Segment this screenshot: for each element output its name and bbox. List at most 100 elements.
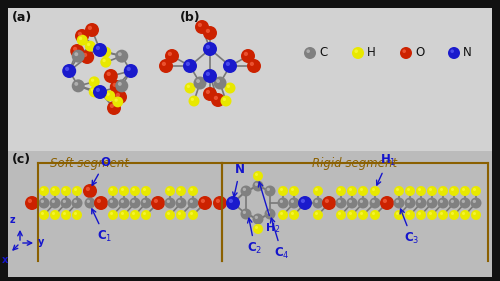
- Circle shape: [360, 188, 363, 191]
- Circle shape: [462, 200, 465, 203]
- Circle shape: [108, 186, 118, 196]
- Circle shape: [104, 90, 116, 101]
- Circle shape: [460, 186, 470, 196]
- Circle shape: [404, 198, 415, 209]
- Text: z: z: [10, 215, 15, 225]
- Circle shape: [216, 199, 220, 203]
- Circle shape: [306, 49, 310, 53]
- Circle shape: [291, 188, 294, 191]
- Circle shape: [347, 210, 357, 220]
- Circle shape: [213, 196, 227, 210]
- Circle shape: [74, 82, 78, 86]
- Circle shape: [74, 52, 78, 56]
- Circle shape: [73, 47, 77, 51]
- Circle shape: [226, 196, 240, 210]
- Circle shape: [188, 198, 198, 209]
- Text: (c): (c): [12, 153, 31, 166]
- Circle shape: [448, 198, 460, 209]
- Circle shape: [100, 47, 112, 58]
- Bar: [8, 8, 492, 151]
- Circle shape: [120, 200, 124, 203]
- Circle shape: [255, 173, 258, 176]
- Circle shape: [448, 47, 460, 59]
- Circle shape: [108, 210, 118, 220]
- Circle shape: [176, 186, 186, 196]
- Circle shape: [74, 212, 77, 215]
- Circle shape: [159, 59, 173, 73]
- Circle shape: [140, 198, 151, 209]
- Circle shape: [110, 212, 113, 215]
- Text: N: N: [232, 163, 245, 197]
- Circle shape: [162, 62, 166, 66]
- Circle shape: [252, 214, 264, 225]
- Circle shape: [78, 32, 82, 36]
- Circle shape: [41, 212, 44, 215]
- Circle shape: [132, 188, 135, 191]
- Circle shape: [93, 43, 107, 57]
- Circle shape: [39, 186, 49, 196]
- Circle shape: [440, 188, 443, 191]
- Circle shape: [72, 186, 82, 196]
- Circle shape: [372, 212, 375, 215]
- Circle shape: [278, 210, 288, 220]
- Circle shape: [242, 211, 246, 214]
- Circle shape: [178, 200, 181, 203]
- Circle shape: [278, 198, 288, 209]
- Circle shape: [315, 188, 318, 191]
- Circle shape: [358, 210, 368, 220]
- Circle shape: [112, 96, 124, 107]
- Circle shape: [151, 196, 165, 210]
- Circle shape: [132, 212, 135, 215]
- Circle shape: [406, 200, 410, 203]
- Circle shape: [183, 59, 197, 73]
- Circle shape: [325, 199, 329, 203]
- Circle shape: [471, 210, 481, 220]
- Circle shape: [264, 185, 276, 196]
- Circle shape: [429, 188, 432, 191]
- Circle shape: [165, 186, 175, 196]
- Text: Rigid segment: Rigid segment: [312, 157, 398, 170]
- Circle shape: [178, 212, 181, 215]
- Circle shape: [438, 210, 448, 220]
- Bar: [8, 151, 492, 277]
- Circle shape: [280, 212, 283, 215]
- Circle shape: [118, 198, 130, 209]
- Circle shape: [121, 188, 124, 191]
- Circle shape: [65, 67, 69, 71]
- Circle shape: [198, 196, 212, 210]
- Circle shape: [184, 83, 196, 94]
- Circle shape: [462, 212, 465, 215]
- Circle shape: [61, 210, 71, 220]
- Circle shape: [108, 198, 118, 209]
- Circle shape: [289, 210, 299, 220]
- Circle shape: [450, 49, 454, 53]
- Circle shape: [470, 198, 482, 209]
- Circle shape: [83, 184, 97, 198]
- Circle shape: [427, 186, 437, 196]
- Circle shape: [407, 188, 410, 191]
- Circle shape: [196, 79, 200, 83]
- Circle shape: [254, 183, 258, 186]
- Circle shape: [110, 104, 114, 108]
- Text: H$_1$: H$_1$: [376, 153, 396, 185]
- Circle shape: [346, 198, 358, 209]
- Circle shape: [86, 200, 90, 203]
- Circle shape: [116, 79, 128, 92]
- Circle shape: [83, 53, 87, 57]
- Text: (b): (b): [180, 11, 201, 24]
- Circle shape: [360, 212, 363, 215]
- Circle shape: [188, 186, 198, 196]
- Circle shape: [314, 200, 318, 203]
- Circle shape: [142, 200, 146, 203]
- Circle shape: [40, 200, 44, 203]
- Circle shape: [38, 198, 50, 209]
- Circle shape: [264, 209, 276, 219]
- Circle shape: [141, 186, 151, 196]
- Circle shape: [203, 69, 217, 83]
- Circle shape: [118, 52, 122, 56]
- Circle shape: [372, 188, 375, 191]
- Circle shape: [220, 96, 232, 106]
- Circle shape: [85, 23, 99, 37]
- Circle shape: [176, 198, 186, 209]
- Circle shape: [291, 212, 294, 215]
